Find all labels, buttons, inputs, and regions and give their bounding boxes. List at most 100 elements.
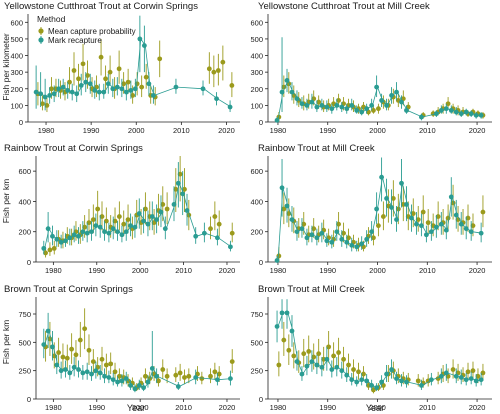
point-mean-capture — [44, 102, 50, 108]
x-tick-label: 2020 — [469, 126, 486, 135]
point-mean-capture — [415, 378, 421, 384]
point-mark-recapture — [214, 96, 219, 102]
point-mean-capture — [108, 361, 114, 367]
panel-rainbow-mill: Rainbow Trout at Mill Creek 0 200 400 600 19… — [250, 143, 492, 275]
point-mark-recapture — [67, 235, 73, 241]
point-mean-capture — [336, 98, 341, 103]
point-mark-recapture — [369, 383, 375, 388]
point-mean-capture — [95, 206, 101, 212]
point-mean-capture — [103, 362, 109, 368]
point-mark-recapture — [119, 86, 125, 92]
point-mark-recapture — [128, 223, 133, 229]
point-mark-recapture — [56, 86, 62, 92]
point-mark-recapture — [443, 370, 449, 376]
point-mean-capture — [215, 68, 221, 73]
point-mark-recapture — [389, 367, 394, 372]
point-mark-recapture — [354, 244, 360, 250]
point-mark-recapture — [453, 109, 459, 115]
panel-yellowstone-cutthroat-mill: Yellowstone Cutthroat Trout at Mill Cree… — [250, 1, 492, 135]
point-mark-recapture — [384, 371, 389, 377]
point-mean-capture — [134, 81, 140, 87]
point-mean-capture — [390, 196, 396, 201]
point-mark-recapture — [123, 89, 129, 95]
point-mean-capture — [157, 56, 163, 62]
point-mark-recapture — [76, 367, 81, 372]
point-mark-recapture — [394, 217, 399, 223]
x-tick-label: 1990 — [88, 266, 105, 275]
point-mark-recapture — [359, 377, 365, 383]
point-mean-capture — [156, 378, 161, 384]
point-mean-capture — [346, 362, 351, 368]
point-mark-recapture — [78, 83, 84, 88]
point-mark-recapture — [299, 101, 305, 107]
y-tick-label: 750 — [18, 310, 31, 319]
point-mark-recapture — [115, 229, 120, 235]
point-mark-recapture — [45, 226, 51, 232]
point-mark-recapture — [65, 88, 71, 93]
y-tick-label: 100 — [10, 101, 23, 110]
point-mean-capture — [291, 353, 297, 359]
point-mean-capture — [376, 223, 381, 229]
point-mark-recapture — [228, 376, 233, 381]
plot-area: 0 100 200 300 400 500 600 1980 1990 2000 2010 2020 — [10, 14, 240, 135]
point-mark-recapture — [180, 191, 186, 197]
panel-rainbow-corwin: Rainbow Trout at Corwin Springs Fish per… — [1, 143, 240, 275]
y-tick-label: 0 — [259, 258, 263, 267]
point-mark-recapture — [463, 109, 469, 115]
point-mark-recapture — [89, 229, 94, 235]
point-mark-recapture — [473, 112, 479, 118]
x-tick-label: 2020 — [219, 403, 236, 412]
point-mean-capture — [216, 371, 222, 377]
point-mean-capture — [301, 221, 307, 227]
point-mean-capture — [229, 359, 235, 364]
legend: Method Mean capture probability Mark rec… — [37, 14, 136, 45]
point-mark-recapture — [146, 81, 152, 87]
point-mark-recapture — [319, 230, 325, 236]
point-mean-capture — [341, 230, 346, 236]
point-mark-recapture — [374, 84, 380, 90]
point-mark-recapture — [228, 244, 233, 250]
point-mark-recapture — [468, 111, 474, 117]
point-mean-capture — [216, 221, 222, 227]
point-mean-capture — [336, 350, 341, 355]
point-mean-capture — [43, 250, 48, 256]
panel-title: Yellowstone Cutthroat Trout at Mill Cree… — [258, 1, 430, 12]
point-mark-recapture — [354, 379, 360, 385]
y-tick-label: 250 — [250, 367, 263, 376]
point-mark-recapture — [110, 377, 116, 383]
x-tick-label: 1980 — [38, 126, 55, 135]
point-mark-recapture — [478, 230, 484, 236]
plot-area: 0 200 400 600 1980 1990 2000 2010 2020 — [250, 156, 492, 275]
point-mark-recapture — [319, 102, 325, 108]
point-mark-recapture — [463, 226, 469, 232]
panel-title: Rainbow Trout at Mill Creek — [258, 143, 375, 154]
point-mark-recapture — [38, 91, 44, 97]
y-tick-label: 500 — [250, 338, 263, 347]
point-mark-recapture — [289, 89, 295, 95]
point-mark-recapture — [123, 229, 129, 235]
point-mark-recapture — [106, 375, 112, 380]
point-mark-recapture — [379, 98, 384, 103]
point-mark-recapture — [289, 217, 295, 223]
point-mark-recapture — [87, 81, 93, 87]
point-mark-recapture — [299, 371, 305, 377]
point-mark-recapture — [227, 104, 233, 110]
point-mark-recapture — [45, 328, 51, 334]
point-mean-capture — [182, 186, 187, 192]
point-mark-recapture — [314, 362, 320, 368]
point-mark-recapture — [84, 369, 90, 375]
x-tick-label: 2020 — [219, 266, 236, 275]
point-mean-capture — [425, 220, 431, 226]
x-tick-label: 1990 — [83, 126, 100, 135]
point-mark-recapture — [289, 328, 295, 334]
x-tick-label: 2000 — [132, 266, 149, 275]
y-tick-label: 400 — [18, 197, 31, 206]
point-mark-recapture — [284, 310, 290, 316]
point-mean-capture — [276, 253, 282, 259]
point-mark-recapture — [389, 205, 394, 210]
point-mark-recapture — [369, 102, 375, 108]
point-mean-capture — [125, 217, 131, 223]
point-mark-recapture — [438, 221, 444, 227]
point-mark-recapture — [83, 79, 89, 85]
